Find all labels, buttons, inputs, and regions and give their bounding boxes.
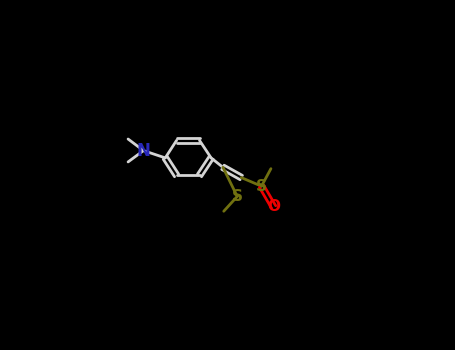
Text: O: O (267, 199, 280, 215)
Text: S: S (256, 179, 267, 194)
Text: S: S (232, 189, 243, 204)
Text: N: N (136, 142, 151, 160)
